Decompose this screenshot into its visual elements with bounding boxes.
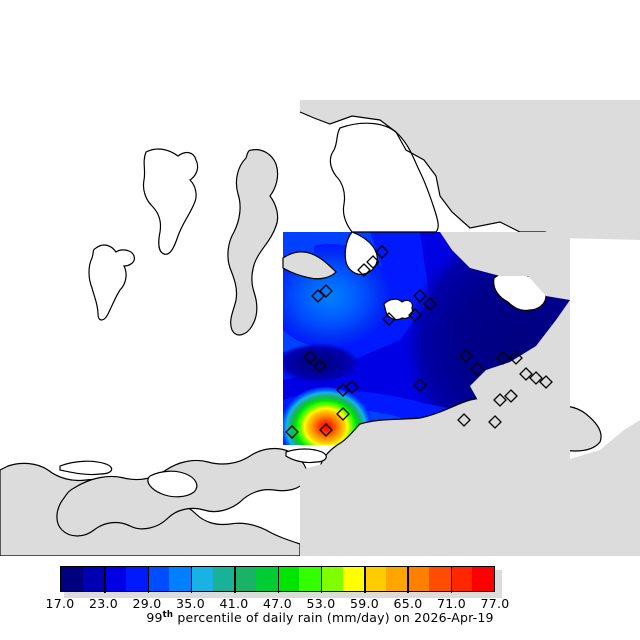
colorbar-tick-label: 59.0	[349, 596, 380, 611]
colorbar-segment	[255, 567, 278, 591]
colorbar-segment	[299, 567, 321, 591]
colorbar-tick-label: 65.0	[393, 596, 423, 611]
colorbar-segment	[342, 567, 365, 591]
colorbar-segment	[147, 567, 170, 591]
station-marker[interactable]	[375, 245, 389, 259]
colorbar-segment	[169, 567, 191, 591]
station-marker[interactable]	[311, 289, 325, 303]
station-marker[interactable]	[457, 413, 471, 427]
station-marker[interactable]	[319, 284, 333, 298]
station-marker[interactable]	[488, 415, 502, 429]
colorbar-segment	[82, 567, 105, 591]
caption-superscript: th	[162, 610, 174, 620]
colorbar-tick-divider	[364, 567, 366, 593]
station-marker[interactable]	[408, 308, 422, 322]
primary-maximum-bullseye	[283, 387, 372, 445]
colorbar-tick-label: 77.0	[480, 596, 510, 611]
land-tongue-northwest	[282, 251, 337, 280]
caption-value: 99	[146, 610, 163, 626]
landmasses	[0, 100, 640, 556]
colorbar-tick-label: 23.0	[88, 596, 119, 611]
colorbar-caption: 99th percentile of daily rain (mm/day) o…	[0, 610, 640, 625]
colorbar-tick-label: 29.0	[132, 596, 162, 611]
colorbar-tick-divider	[407, 567, 409, 593]
caption-text: percentile of daily rain (mm/day) on 202…	[173, 610, 494, 626]
station-marker[interactable]	[496, 351, 510, 365]
colorbar-tick-divider	[234, 567, 236, 593]
station-marker[interactable]	[529, 371, 543, 385]
land-mask-south-grid	[300, 445, 570, 556]
colorbar-segment	[61, 567, 83, 591]
minimum-pocket-west	[283, 343, 360, 383]
station-marker[interactable]	[357, 263, 371, 277]
station-marker[interactable]	[313, 359, 327, 373]
colorbar-segment	[320, 567, 343, 591]
colorbar-tick-label: 53.0	[306, 596, 336, 611]
colorbar-tick-divider	[450, 567, 453, 593]
station-marker[interactable]	[336, 407, 350, 421]
colorbar-segment	[212, 567, 235, 591]
island-southwest-small	[59, 460, 113, 476]
island-north	[142, 148, 199, 255]
colorbar-segment	[385, 567, 408, 591]
station-marker[interactable]	[509, 351, 523, 365]
station-marker[interactable]	[539, 375, 553, 389]
bay-southwest	[147, 470, 198, 498]
land-mask-northeast-grid	[440, 232, 570, 300]
station-marker[interactable]	[493, 393, 507, 407]
station-marker[interactable]	[345, 380, 359, 394]
colorbar-tick-label: 35.0	[175, 596, 206, 611]
station-marker[interactable]	[303, 350, 317, 364]
colorbar-segment	[234, 567, 256, 591]
inland-water-north	[329, 122, 439, 233]
map-canvas[interactable]	[0, 0, 640, 556]
colorbar-segment	[364, 567, 386, 591]
colorbar-segment	[450, 567, 473, 591]
colorbar-segment	[472, 567, 495, 591]
station-marker[interactable]	[423, 297, 437, 311]
station-marker[interactable]	[382, 312, 396, 326]
land-northeast-fill	[300, 100, 640, 240]
colorbar-segment	[125, 567, 148, 591]
station-marker[interactable]	[519, 367, 533, 381]
colorbar-tick-label: 17.0	[45, 596, 75, 611]
land-west-peninsula	[227, 149, 279, 336]
station-marker[interactable]	[413, 378, 427, 392]
colorbar-tick-divider	[277, 567, 279, 593]
colorbar-tick-label: 71.0	[436, 596, 467, 611]
colorbar-tick-divider	[190, 567, 193, 593]
station-markers[interactable]	[285, 245, 553, 439]
station-marker[interactable]	[366, 255, 380, 269]
colorbar-segment	[429, 567, 451, 591]
land-mask-east-grid	[470, 300, 570, 445]
colorbar-tick-divider	[320, 567, 323, 593]
colorbar-tick-labels: 17.0 23.0 29.0 35.0 41.0 47.0 53.0 59.0 65.0 71.0…	[0, 596, 640, 612]
colorbar-gradient	[60, 566, 495, 593]
colorbar-tick-label: 47.0	[262, 596, 293, 611]
coastline-northeast	[299, 111, 561, 239]
colorbar-segment	[277, 567, 300, 591]
station-marker-peak[interactable]	[319, 423, 333, 437]
colorbar	[60, 566, 502, 598]
station-marker[interactable]	[504, 389, 518, 403]
island-center-grid	[383, 298, 413, 321]
colorbar-tick-divider	[147, 567, 150, 593]
station-marker[interactable]	[413, 289, 427, 303]
station-marker[interactable]	[285, 425, 299, 439]
station-marker[interactable]	[470, 362, 484, 376]
colorbar-tick-divider	[104, 567, 106, 593]
island-strip-south	[285, 448, 327, 464]
colorbar-segment	[104, 567, 126, 591]
colorbar-tick-label: 41.0	[219, 596, 249, 611]
island-west	[88, 244, 135, 321]
station-marker[interactable]	[459, 349, 473, 363]
map-svg	[0, 100, 640, 556]
colorbar-segment	[407, 567, 430, 591]
colorbar-segment	[190, 567, 213, 591]
